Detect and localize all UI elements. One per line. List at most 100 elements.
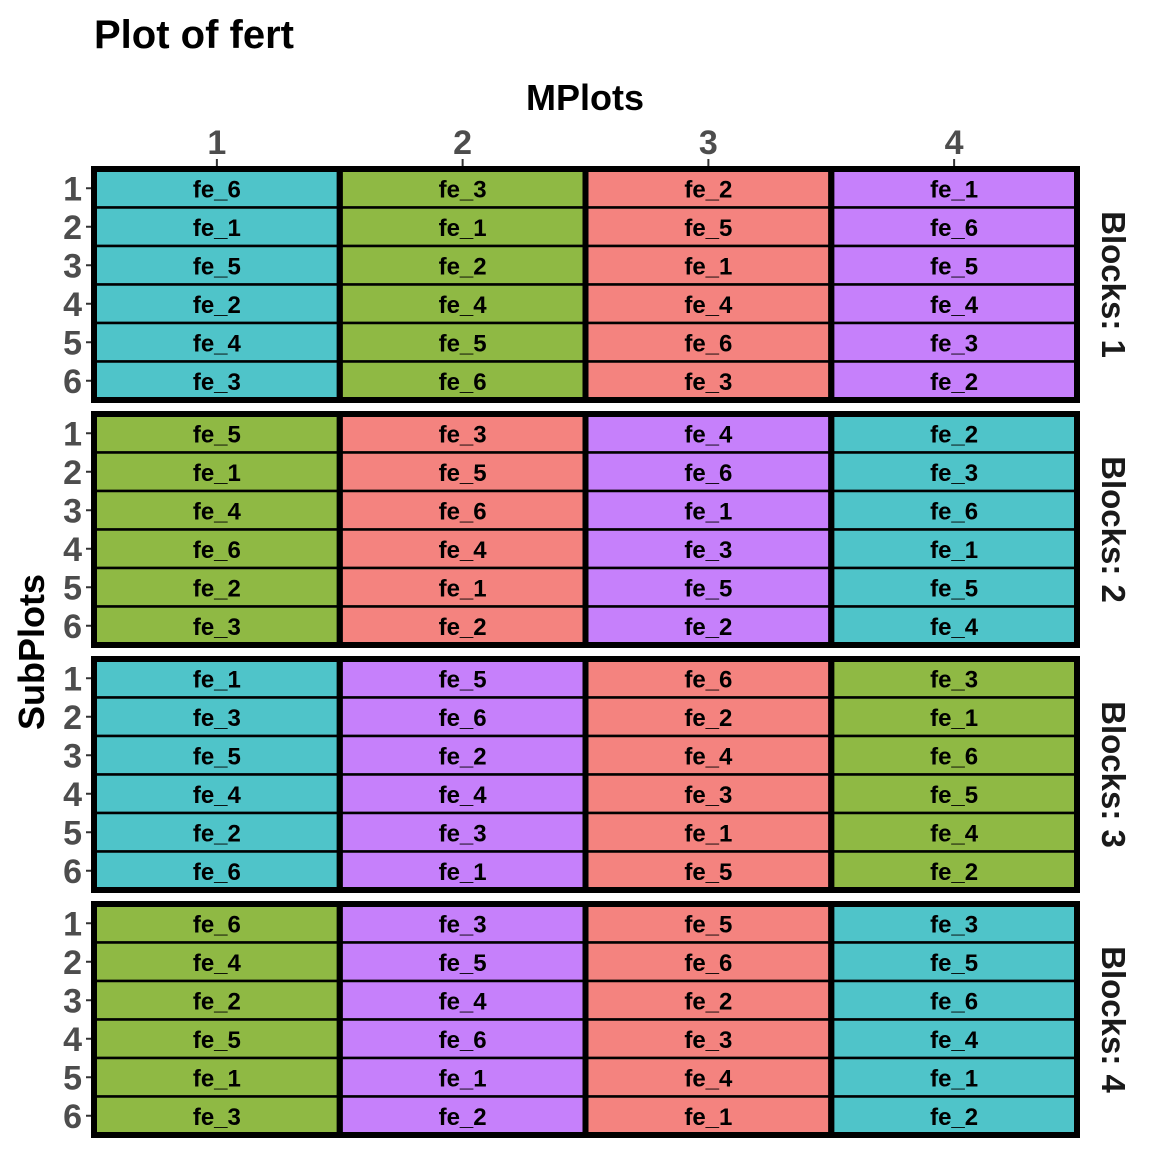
cell-label: fe_1	[439, 1065, 487, 1092]
cell-label: fe_3	[439, 421, 487, 448]
plot-cell	[830, 489, 1079, 531]
cell-label: fe_5	[439, 330, 487, 357]
cell-label: fe_6	[684, 666, 732, 693]
x-axis-title: MPlots	[526, 77, 644, 118]
y-axis-title: SubPlots	[11, 574, 52, 730]
cell-label: fe_6	[439, 369, 487, 396]
cell-label: fe_2	[193, 575, 241, 602]
cell-label: fe_3	[684, 369, 732, 396]
cell-label: fe_2	[439, 743, 487, 770]
cell-label: fe_6	[684, 460, 732, 487]
chart-title: Plot of fert	[94, 13, 294, 57]
y-tick-label: 2	[63, 699, 82, 737]
cell-label: fe_2	[930, 421, 978, 448]
plot-cell	[92, 605, 341, 647]
cell-label: fe_3	[930, 911, 978, 938]
plot-cell	[92, 657, 341, 699]
cell-label: fe_5	[439, 666, 487, 693]
y-tick-label: 1	[63, 415, 82, 453]
plot-cell	[830, 734, 1079, 776]
plot-cell	[584, 321, 833, 363]
plot-cell	[92, 941, 341, 983]
cell-label: fe_1	[684, 1104, 732, 1131]
cell-label: fe_6	[930, 215, 978, 242]
cell-label: fe_5	[684, 911, 732, 938]
cell-label: fe_6	[439, 498, 487, 525]
cell-label: fe_3	[930, 460, 978, 487]
cell-label: fe_2	[684, 705, 732, 732]
cell-label: fe_5	[193, 253, 241, 280]
y-tick-label: 5	[63, 324, 82, 362]
cell-label: fe_6	[930, 498, 978, 525]
cell-label: fe_5	[684, 859, 732, 886]
cell-label: fe_4	[684, 421, 733, 448]
y-tick-label: 4	[63, 1021, 82, 1059]
y-tick-label: 1	[63, 170, 82, 208]
cell-label: fe_3	[439, 911, 487, 938]
x-tick-label: 2	[453, 124, 472, 162]
cell-label: fe_6	[439, 1027, 487, 1054]
cell-label: fe_6	[684, 950, 732, 977]
y-tick-label: 5	[63, 1059, 82, 1097]
main-plot-border	[828, 411, 1080, 648]
cell-label: fe_2	[684, 176, 732, 203]
cell-label: fe_5	[193, 421, 241, 448]
facet-strip-label: Blocks: 2	[1095, 456, 1132, 603]
cell-label: fe_1	[930, 176, 978, 203]
facet-panel: fe_1 fe_5 fe_6 fe_3 fe_3 fe_6 fe_2 fe_1 fe_5 fe_2…	[63, 656, 1132, 893]
cell-label: fe_1	[684, 253, 732, 280]
cell-label: fe_2	[930, 859, 978, 886]
y-tick-label: 1	[63, 660, 82, 698]
cell-label: fe_4	[439, 988, 488, 1015]
cell-label: fe_4	[930, 820, 979, 847]
cell-label: fe_6	[930, 743, 978, 770]
cell-label: fe_1	[193, 666, 241, 693]
facet-panel: fe_5 fe_3 fe_4 fe_2 fe_1 fe_5 fe_6 fe_3 fe_4 fe_6…	[63, 411, 1132, 648]
cell-label: fe_1	[193, 460, 241, 487]
y-tick-label: 3	[63, 737, 82, 775]
plot-cell	[338, 321, 587, 363]
cell-label: fe_2	[684, 988, 732, 1015]
cell-label: fe_5	[684, 575, 732, 602]
plot-cell	[338, 773, 587, 815]
plot-cell	[338, 850, 587, 892]
plot-cell	[830, 412, 1079, 454]
y-tick-label: 2	[63, 454, 82, 492]
cell-label: fe_3	[930, 330, 978, 357]
plot-cell	[338, 979, 587, 1021]
cell-label: fe_1	[684, 820, 732, 847]
plot-cell	[830, 360, 1079, 402]
y-tick-label: 3	[63, 247, 82, 285]
y-tick-label: 2	[63, 209, 82, 247]
cell-label: fe_3	[439, 176, 487, 203]
cell-label: fe_6	[439, 705, 487, 732]
y-tick-label: 2	[63, 944, 82, 982]
main-plot-border	[828, 901, 1080, 1138]
cell-label: fe_3	[684, 782, 732, 809]
plot-cell	[584, 566, 833, 608]
plot-cell	[92, 1095, 341, 1137]
cell-label: fe_4	[684, 292, 733, 319]
x-axis-ticks: 1 2 3 4	[207, 124, 964, 169]
y-tick-label: 5	[63, 814, 82, 852]
cell-label: fe_4	[439, 537, 488, 564]
plot-cell	[338, 244, 587, 286]
cell-label: fe_6	[193, 176, 241, 203]
cell-label: fe_4	[193, 950, 242, 977]
y-tick-label: 6	[63, 1098, 82, 1136]
cell-label: fe_3	[439, 820, 487, 847]
cell-label: fe_1	[930, 537, 978, 564]
plot-cell	[338, 1018, 587, 1060]
y-tick-label: 3	[63, 982, 82, 1020]
main-plot-border	[828, 656, 1080, 893]
cell-label: fe_4	[930, 1027, 979, 1054]
cell-label: fe_5	[439, 460, 487, 487]
plot-cell	[92, 1018, 341, 1060]
cell-label: fe_6	[193, 911, 241, 938]
cell-label: fe_2	[439, 1104, 487, 1131]
y-tick-label: 4	[63, 531, 82, 569]
cell-label: fe_5	[193, 1027, 241, 1054]
cell-label: fe_4	[193, 498, 242, 525]
plot-cell	[584, 696, 833, 738]
